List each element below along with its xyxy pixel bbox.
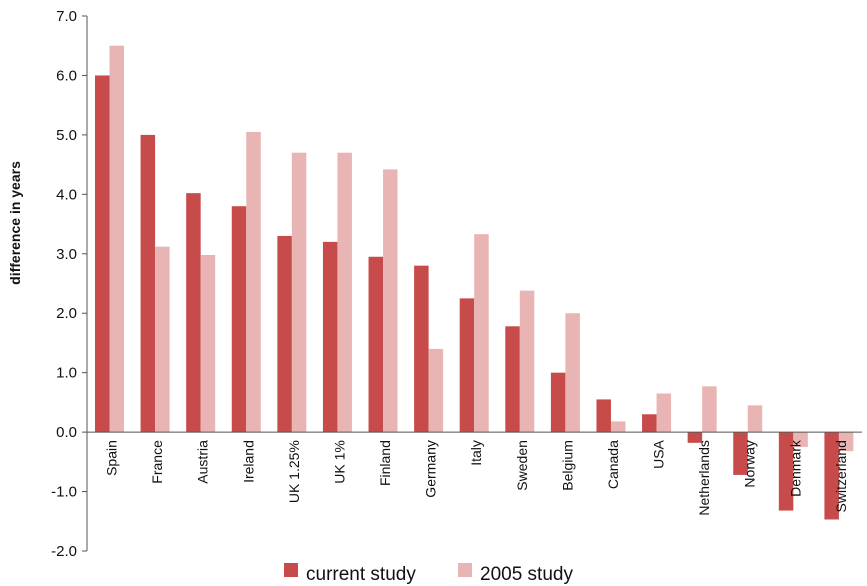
bar-2005-study [610, 421, 626, 433]
bar-current-study [733, 432, 748, 475]
category-labels-group: Spain France Austria Ireland UK 1.25% UK 1% Fi… [104, 439, 849, 515]
bar-2005-study [109, 45, 124, 433]
bar-2005-study [702, 386, 717, 433]
bar-2005-study [383, 169, 398, 433]
bar-2005-study [246, 131, 261, 433]
category-label: Norway [742, 440, 758, 487]
category-label: Canada [605, 440, 621, 489]
bar-2005-study [155, 246, 170, 433]
category-label: Austria [195, 440, 211, 484]
bar-2005-study [793, 432, 808, 447]
bar-current-study [140, 134, 156, 433]
bar-2005-study [337, 152, 352, 433]
bar-current-study [824, 432, 839, 520]
y-tick-label: 2.0 [56, 305, 77, 322]
y-tick-label: -2.0 [51, 543, 77, 560]
bars-group [95, 45, 854, 520]
category-label: Netherlands [696, 440, 712, 515]
y-tick-label: 7.0 [56, 8, 77, 25]
y-ticks-group: 7.0 6.0 5.0 4.0 3.0 2.0 1.0 0.0 -1.0 -2.0 [51, 8, 87, 560]
legend-swatch-2005-study [458, 563, 472, 577]
category-label: Germany [423, 440, 439, 498]
y-tick-label: 6.0 [56, 67, 77, 84]
category-label: USA [651, 439, 667, 468]
bar-2005-study [519, 290, 535, 433]
bar-current-study [322, 241, 338, 433]
bar-2005-study [838, 432, 854, 452]
category-label: Finland [377, 440, 393, 486]
legend-swatch-current-study [284, 563, 298, 577]
y-axis-label: difference in years [7, 161, 23, 285]
bar-current-study [550, 372, 566, 433]
bar-current-study [277, 235, 292, 433]
y-tick-label: 5.0 [56, 127, 77, 144]
category-label: Ireland [240, 440, 256, 483]
y-tick-label: 0.0 [56, 424, 77, 441]
legend-label-current-study: current study [306, 564, 416, 585]
category-label: Italy [468, 440, 484, 466]
bar-current-study [505, 326, 520, 433]
bar-2005-study [474, 234, 489, 433]
bar-current-study [687, 432, 703, 443]
bar-current-study [231, 206, 247, 433]
bar-2005-study [565, 313, 580, 433]
y-tick-label: 3.0 [56, 246, 77, 263]
category-label: Belgium [559, 440, 575, 491]
bar-current-study [186, 193, 201, 433]
category-label: Switzerland [833, 440, 849, 512]
bar-2005-study [200, 254, 216, 433]
y-tick-label: 4.0 [56, 186, 77, 203]
bar-current-study [642, 414, 657, 433]
bar-2005-study [747, 405, 763, 433]
y-tick-label: 1.0 [56, 365, 77, 382]
bar-2005-study [656, 393, 672, 433]
category-label: Sweden [514, 440, 530, 491]
category-label: UK 1% [331, 440, 347, 484]
legend-label-2005-study: 2005 study [480, 564, 573, 585]
bar-current-study [95, 75, 110, 433]
bar-current-study [596, 399, 611, 433]
category-label: Spain [104, 440, 120, 476]
legend: current study 2005 study [284, 563, 573, 585]
y-tick-label: -1.0 [51, 484, 77, 501]
bar-current-study [459, 298, 475, 433]
bar-2005-study [291, 152, 307, 433]
category-label: Denmark [787, 439, 803, 497]
category-label: France [149, 440, 165, 484]
bar-current-study [368, 256, 384, 433]
category-label: UK 1.25% [286, 440, 302, 503]
bar-current-study [414, 265, 429, 433]
bar-2005-study [428, 348, 444, 433]
bar-current-study [778, 432, 794, 511]
